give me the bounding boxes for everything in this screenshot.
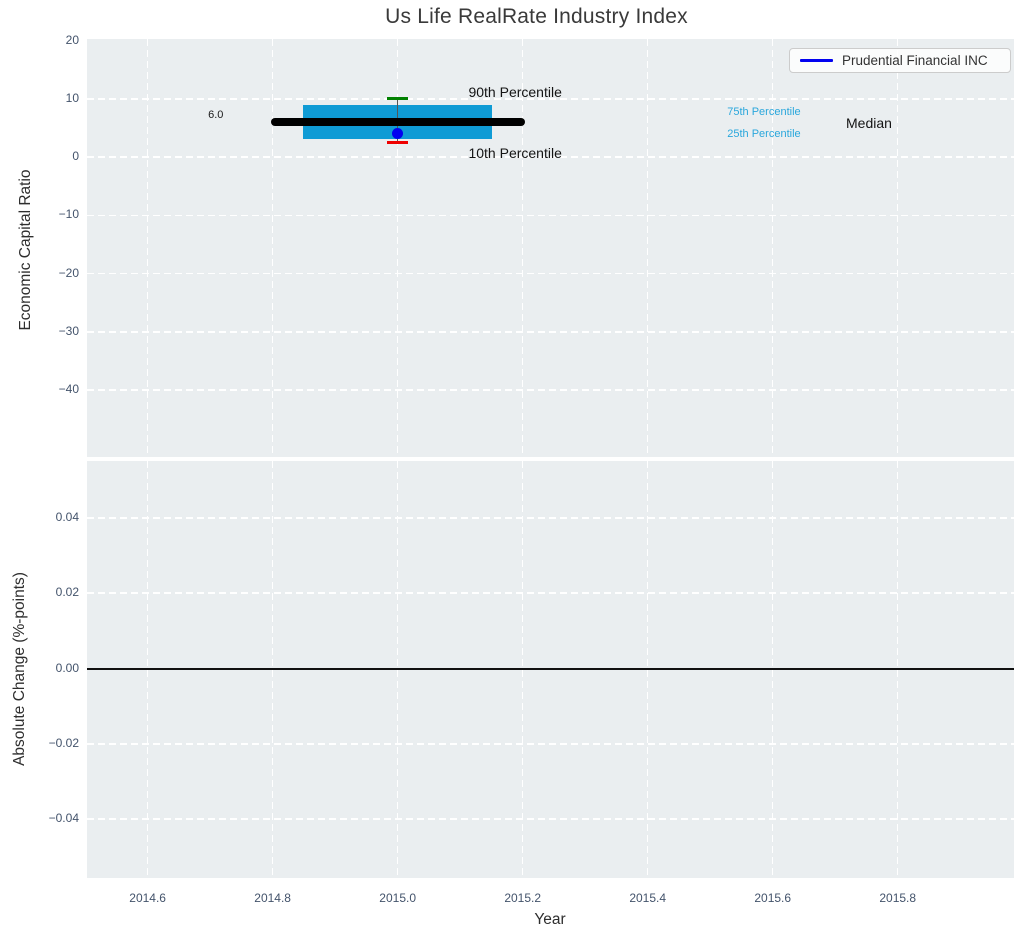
legend-label: Prudential Financial INC [842, 53, 988, 68]
y-tick-label: 0.02 [55, 585, 79, 600]
chart-title: Us Life RealRate Industry Index [385, 5, 688, 28]
y-tick-label: −40 [58, 382, 79, 397]
x-tick-label: 2015.0 [379, 891, 416, 905]
h-gridline [87, 517, 1014, 519]
y-tick-label: 0.00 [55, 660, 79, 675]
annotation: 10th Percentile [468, 144, 562, 161]
v-gridline [271, 39, 274, 457]
v-gridline [771, 39, 774, 457]
whisker-cap-10th-icon [387, 141, 408, 145]
y-tick-label: −20 [58, 265, 79, 280]
h-gridline [87, 743, 1014, 745]
annotation: Median [846, 114, 892, 131]
y-tick-label: −10 [58, 207, 79, 222]
h-gridline [87, 818, 1014, 820]
x-tick-label: 2014.8 [254, 891, 291, 905]
v-gridline [646, 39, 649, 457]
whisker-cap-90th-icon [387, 96, 408, 100]
x-tick-label: 2015.2 [504, 891, 542, 905]
y-tick-label: 10 [65, 90, 79, 105]
h-gridline [87, 156, 1014, 158]
x-tick-label: 2015.4 [629, 891, 667, 905]
y-tick-label: −0.04 [48, 811, 79, 826]
h-gridline [87, 98, 1014, 100]
h-gridline [87, 331, 1014, 333]
v-gridline [146, 39, 149, 457]
annotation: 90th Percentile [468, 83, 562, 100]
y-axis-label-economic-capital-ratio: Economic Capital Ratio [17, 169, 34, 331]
h-gridline [87, 592, 1014, 594]
bottom-subplot [87, 461, 1014, 878]
h-gridline [87, 272, 1014, 275]
v-gridline [521, 39, 524, 457]
annotation: 75th Percentile [727, 105, 801, 118]
h-gridline [87, 214, 1014, 217]
x-axis-label-year: Year [534, 911, 566, 928]
y-tick-label: 0 [72, 149, 79, 164]
company-point [392, 127, 404, 139]
y-tick-label: 0.04 [55, 509, 79, 524]
legend-line-sample-icon [800, 59, 833, 62]
h-gridline [87, 389, 1014, 391]
y-tick-label: 20 [65, 32, 79, 47]
x-tick-label: 2014.6 [129, 891, 166, 905]
zero-change-line [87, 667, 1014, 670]
v-gridline [396, 39, 399, 457]
top-subplot: Prudential Financial INC 6.0 90th Percent… [87, 39, 1014, 457]
legend: Prudential Financial INC [789, 48, 1011, 73]
x-tick-label: 2015.8 [879, 891, 917, 905]
y-tick-label: −30 [58, 323, 79, 338]
v-gridline [896, 39, 899, 457]
x-tick-label: 2015.6 [754, 891, 792, 905]
median-line [270, 118, 525, 127]
annotation: 25th Percentile [727, 127, 801, 140]
y-tick-label: −0.02 [48, 735, 79, 750]
annotation: 6.0 [208, 108, 224, 121]
